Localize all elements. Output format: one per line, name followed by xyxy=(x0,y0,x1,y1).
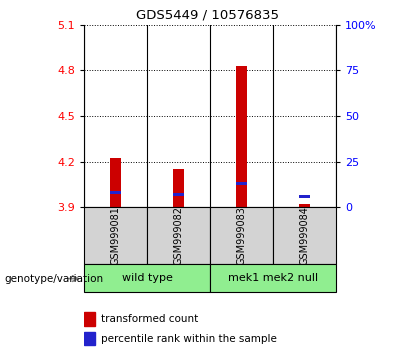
Bar xyxy=(299,195,310,198)
Text: percentile rank within the sample: percentile rank within the sample xyxy=(101,333,277,344)
Bar xyxy=(210,264,336,292)
Bar xyxy=(236,66,247,207)
Bar xyxy=(173,193,184,196)
Text: mek1 mek2 null: mek1 mek2 null xyxy=(228,273,318,283)
Bar xyxy=(84,264,210,292)
Text: genotype/variation: genotype/variation xyxy=(4,274,103,284)
Text: GDS5449 / 10576835: GDS5449 / 10576835 xyxy=(136,9,279,22)
Bar xyxy=(147,207,210,264)
Bar xyxy=(84,332,95,346)
Bar xyxy=(110,159,121,207)
Text: wild type: wild type xyxy=(121,273,173,283)
Bar xyxy=(84,312,95,326)
Text: transformed count: transformed count xyxy=(101,314,199,324)
Bar xyxy=(210,207,273,264)
Text: GSM999083: GSM999083 xyxy=(236,206,247,265)
Bar xyxy=(84,207,147,264)
Text: GSM999081: GSM999081 xyxy=(110,206,121,265)
Text: GSM999084: GSM999084 xyxy=(299,206,310,265)
Bar xyxy=(299,204,310,207)
Bar xyxy=(173,169,184,207)
Bar xyxy=(236,182,247,185)
Bar xyxy=(273,207,336,264)
Bar xyxy=(110,191,121,194)
Text: GSM999082: GSM999082 xyxy=(173,206,184,265)
